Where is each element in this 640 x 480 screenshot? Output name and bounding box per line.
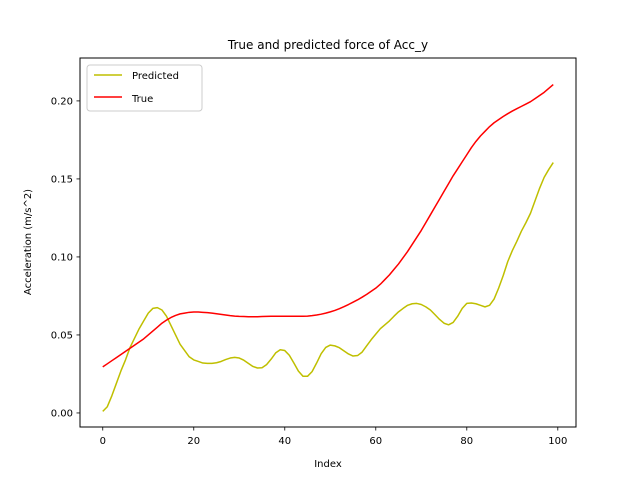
y-tick-label: 0.05 [51, 330, 73, 341]
x-tick-label: 80 [460, 436, 473, 447]
axes-frame [79, 57, 577, 428]
y-tick-label: 0.15 [51, 174, 73, 185]
y-axis-label: Acceleration (m/s^2) [23, 189, 34, 295]
legend: Predicted True [86, 64, 203, 112]
x-axis: 0 20 40 60 80 100 [100, 427, 567, 447]
x-tick-label: 100 [548, 436, 567, 447]
legend-box [86, 64, 203, 112]
series-line-true [102, 83, 554, 368]
y-tick-label: 0.00 [51, 408, 73, 419]
y-tick-label: 0.20 [51, 96, 73, 107]
legend-label-predicted: Predicted [132, 71, 179, 82]
x-tick-label: 0 [100, 436, 106, 447]
x-axis-label: Index [314, 459, 342, 470]
legend-label-true: True [131, 94, 153, 105]
series-line-predicted [102, 162, 554, 412]
x-tick-label: 60 [369, 436, 382, 447]
y-tick-label: 0.10 [51, 252, 73, 263]
y-axis: 0.00 0.05 0.10 0.15 0.20 [51, 96, 80, 419]
chart-title: True and predicted force of Acc_y [227, 38, 428, 52]
x-tick-label: 40 [278, 436, 291, 447]
x-tick-label: 20 [187, 436, 200, 447]
plot-area [102, 83, 554, 412]
